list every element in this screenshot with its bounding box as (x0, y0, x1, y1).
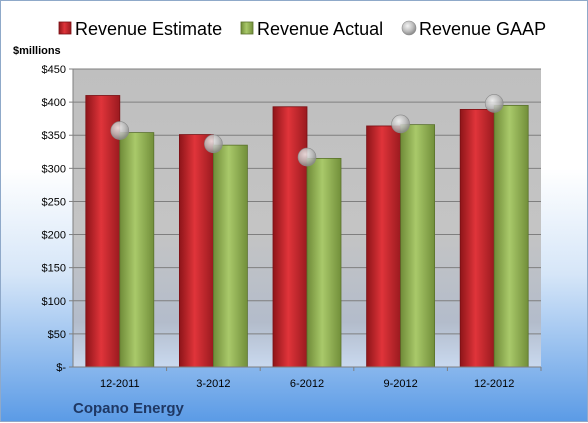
marker-revenue-gaap (391, 114, 410, 134)
bar-revenue-estimate (272, 106, 308, 368)
y-tick-label: $200 (42, 230, 66, 242)
bars (85, 95, 529, 368)
x-tick-label: 6-2012 (290, 378, 324, 390)
bar-revenue-actual (119, 132, 155, 368)
y-axis-unit-label: $millions (13, 45, 61, 57)
marker-revenue-gaap (484, 94, 504, 113)
marker-revenue-gaap (110, 121, 130, 140)
x-tick-label: 9-2012 (383, 378, 417, 390)
gaap-markers (110, 94, 504, 167)
marker-revenue-gaap (297, 147, 317, 167)
y-axis: $- $50 $100 $150 $200 $250 $300 $350 $400 $450 (42, 64, 74, 374)
bar-revenue-actual (306, 157, 342, 368)
legend-label: Revenue Estimate (75, 19, 222, 39)
x-axis: 12-2011 3-2012 6-2012 9-2012 12-2012 (73, 366, 542, 390)
y-tick-label: $450 (42, 64, 66, 76)
bar-revenue-estimate (85, 95, 121, 368)
legend-swatch (401, 20, 417, 36)
y-tick-label: $250 (42, 196, 66, 208)
x-tick-label: 12-2012 (474, 378, 514, 390)
y-tick-label: $400 (42, 97, 66, 109)
y-tick-label: $350 (42, 130, 66, 142)
bar-revenue-actual (212, 144, 248, 368)
y-tick-label: $100 (42, 296, 66, 308)
bar-revenue-estimate (459, 108, 495, 368)
x-tick-label: 3-2012 (196, 378, 230, 390)
legend-swatch (240, 21, 254, 35)
legend: Revenue Estimate Revenue Actual Revenue GA… (58, 19, 546, 39)
y-tick-label: $- (56, 362, 66, 374)
bar-revenue-actual (493, 105, 529, 368)
y-tick-label: $50 (48, 329, 66, 341)
bar-revenue-estimate (366, 125, 402, 368)
bar-revenue-actual (400, 124, 436, 368)
legend-label: Revenue GAAP (419, 19, 546, 39)
company-name: Copano Energy (73, 400, 185, 417)
legend-label: Revenue Actual (257, 19, 383, 39)
legend-swatch (58, 21, 72, 35)
y-tick-label: $300 (42, 163, 66, 175)
x-tick-label: 12-2011 (100, 378, 140, 390)
marker-revenue-gaap (204, 134, 223, 154)
y-tick-label: $150 (42, 263, 66, 275)
bar-revenue-estimate (178, 134, 214, 368)
